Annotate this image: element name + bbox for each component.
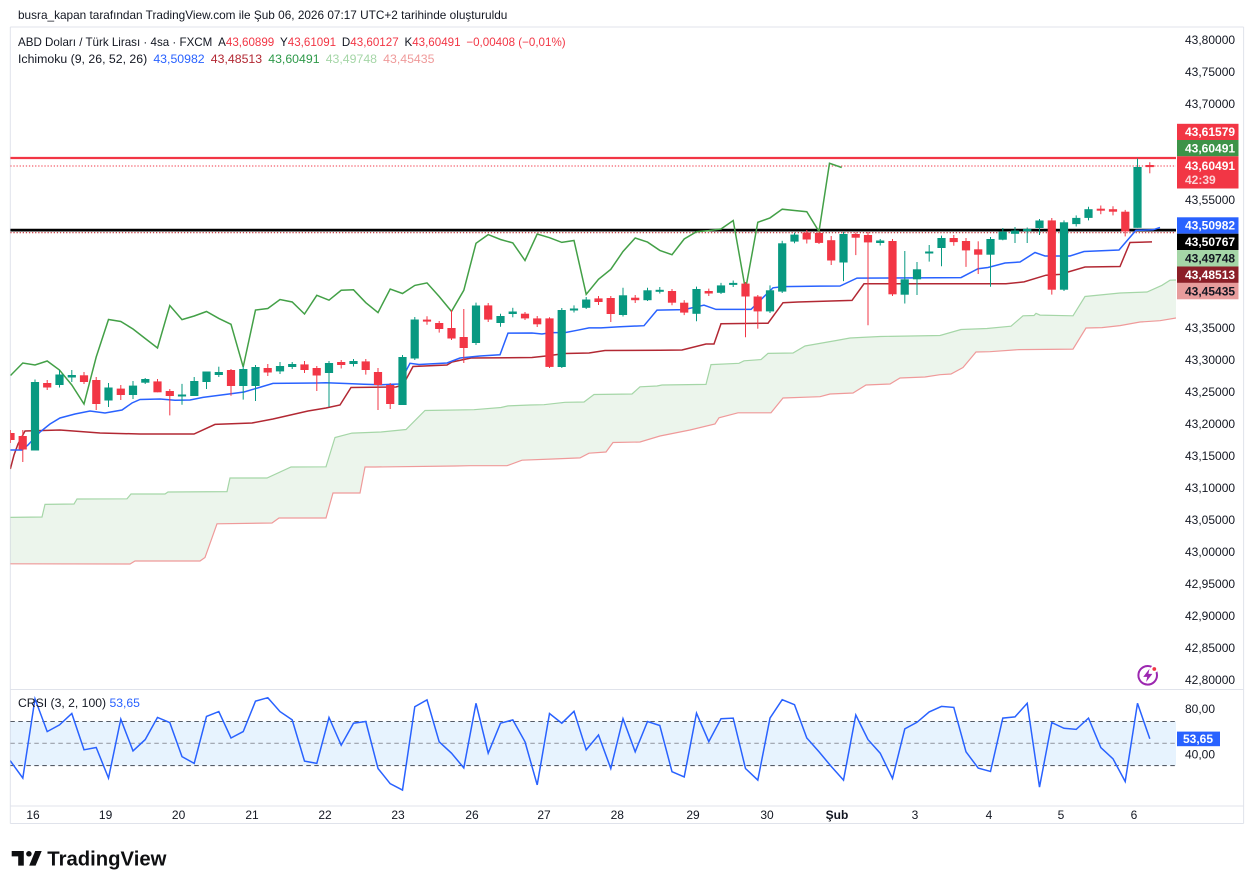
svg-text:43,20000: 43,20000 [1185, 417, 1235, 431]
svg-text:6: 6 [1131, 808, 1138, 822]
svg-text:43,61579: 43,61579 [1185, 125, 1235, 139]
svg-text:Ichimoku (9, 26, 52, 26) 43,50: Ichimoku (9, 26, 52, 26) 43,50982 43,485… [18, 52, 435, 66]
svg-text:42,90000: 42,90000 [1185, 609, 1235, 623]
svg-text:43,49748: 43,49748 [1185, 252, 1235, 266]
svg-text:21: 21 [245, 808, 259, 822]
svg-text:5: 5 [1058, 808, 1065, 822]
svg-text:22: 22 [318, 808, 332, 822]
svg-text:23: 23 [391, 808, 405, 822]
svg-text:43,60491: 43,60491 [1185, 159, 1235, 173]
svg-text:43,75000: 43,75000 [1185, 65, 1235, 79]
svg-text:ABD Doları / Türk Lirası · 4sa: ABD Doları / Türk Lirası · 4sa · FXCM A4… [18, 36, 566, 49]
svg-text:43,00000: 43,00000 [1185, 545, 1235, 559]
svg-text:43,25000: 43,25000 [1185, 385, 1235, 399]
svg-text:80,00: 80,00 [1185, 702, 1215, 716]
svg-text:CRSI (3, 2, 100) 53,65: CRSI (3, 2, 100) 53,65 [18, 696, 140, 710]
svg-text:16: 16 [26, 808, 40, 822]
svg-text:20: 20 [172, 808, 186, 822]
svg-text:43,15000: 43,15000 [1185, 449, 1235, 463]
svg-text:28: 28 [611, 808, 625, 822]
svg-text:43,70000: 43,70000 [1185, 97, 1235, 111]
svg-text:4: 4 [986, 808, 993, 822]
svg-text:43,55000: 43,55000 [1185, 193, 1235, 207]
svg-text:42,95000: 42,95000 [1185, 577, 1235, 591]
svg-text:53,65: 53,65 [1183, 732, 1213, 746]
svg-text:Şub: Şub [826, 808, 849, 822]
svg-text:busra_kapan tarafından Trading: busra_kapan tarafından TradingView.com i… [18, 8, 507, 22]
svg-text:43,48513: 43,48513 [1185, 268, 1235, 282]
svg-text:40,00: 40,00 [1185, 748, 1215, 762]
svg-text:3: 3 [912, 808, 919, 822]
svg-text:43,60491: 43,60491 [1185, 141, 1235, 155]
svg-text:30: 30 [760, 808, 774, 822]
svg-text:42,80000: 42,80000 [1185, 673, 1235, 687]
svg-text:43,80000: 43,80000 [1185, 33, 1235, 47]
svg-text:19: 19 [99, 808, 113, 822]
svg-text:43,50767: 43,50767 [1185, 235, 1235, 249]
svg-text:43,30000: 43,30000 [1185, 353, 1235, 367]
svg-text:43,05000: 43,05000 [1185, 513, 1235, 527]
svg-text:29: 29 [686, 808, 700, 822]
svg-text:43,35000: 43,35000 [1185, 321, 1235, 335]
svg-text:27: 27 [537, 808, 551, 822]
svg-text:43,45435: 43,45435 [1185, 284, 1235, 298]
svg-text:42:39: 42:39 [1185, 173, 1216, 187]
svg-text:42,85000: 42,85000 [1185, 641, 1235, 655]
svg-text:43,10000: 43,10000 [1185, 481, 1235, 495]
svg-text:43,50982: 43,50982 [1185, 219, 1235, 233]
svg-text:26: 26 [465, 808, 479, 822]
svg-text:TradingView: TradingView [47, 848, 166, 870]
